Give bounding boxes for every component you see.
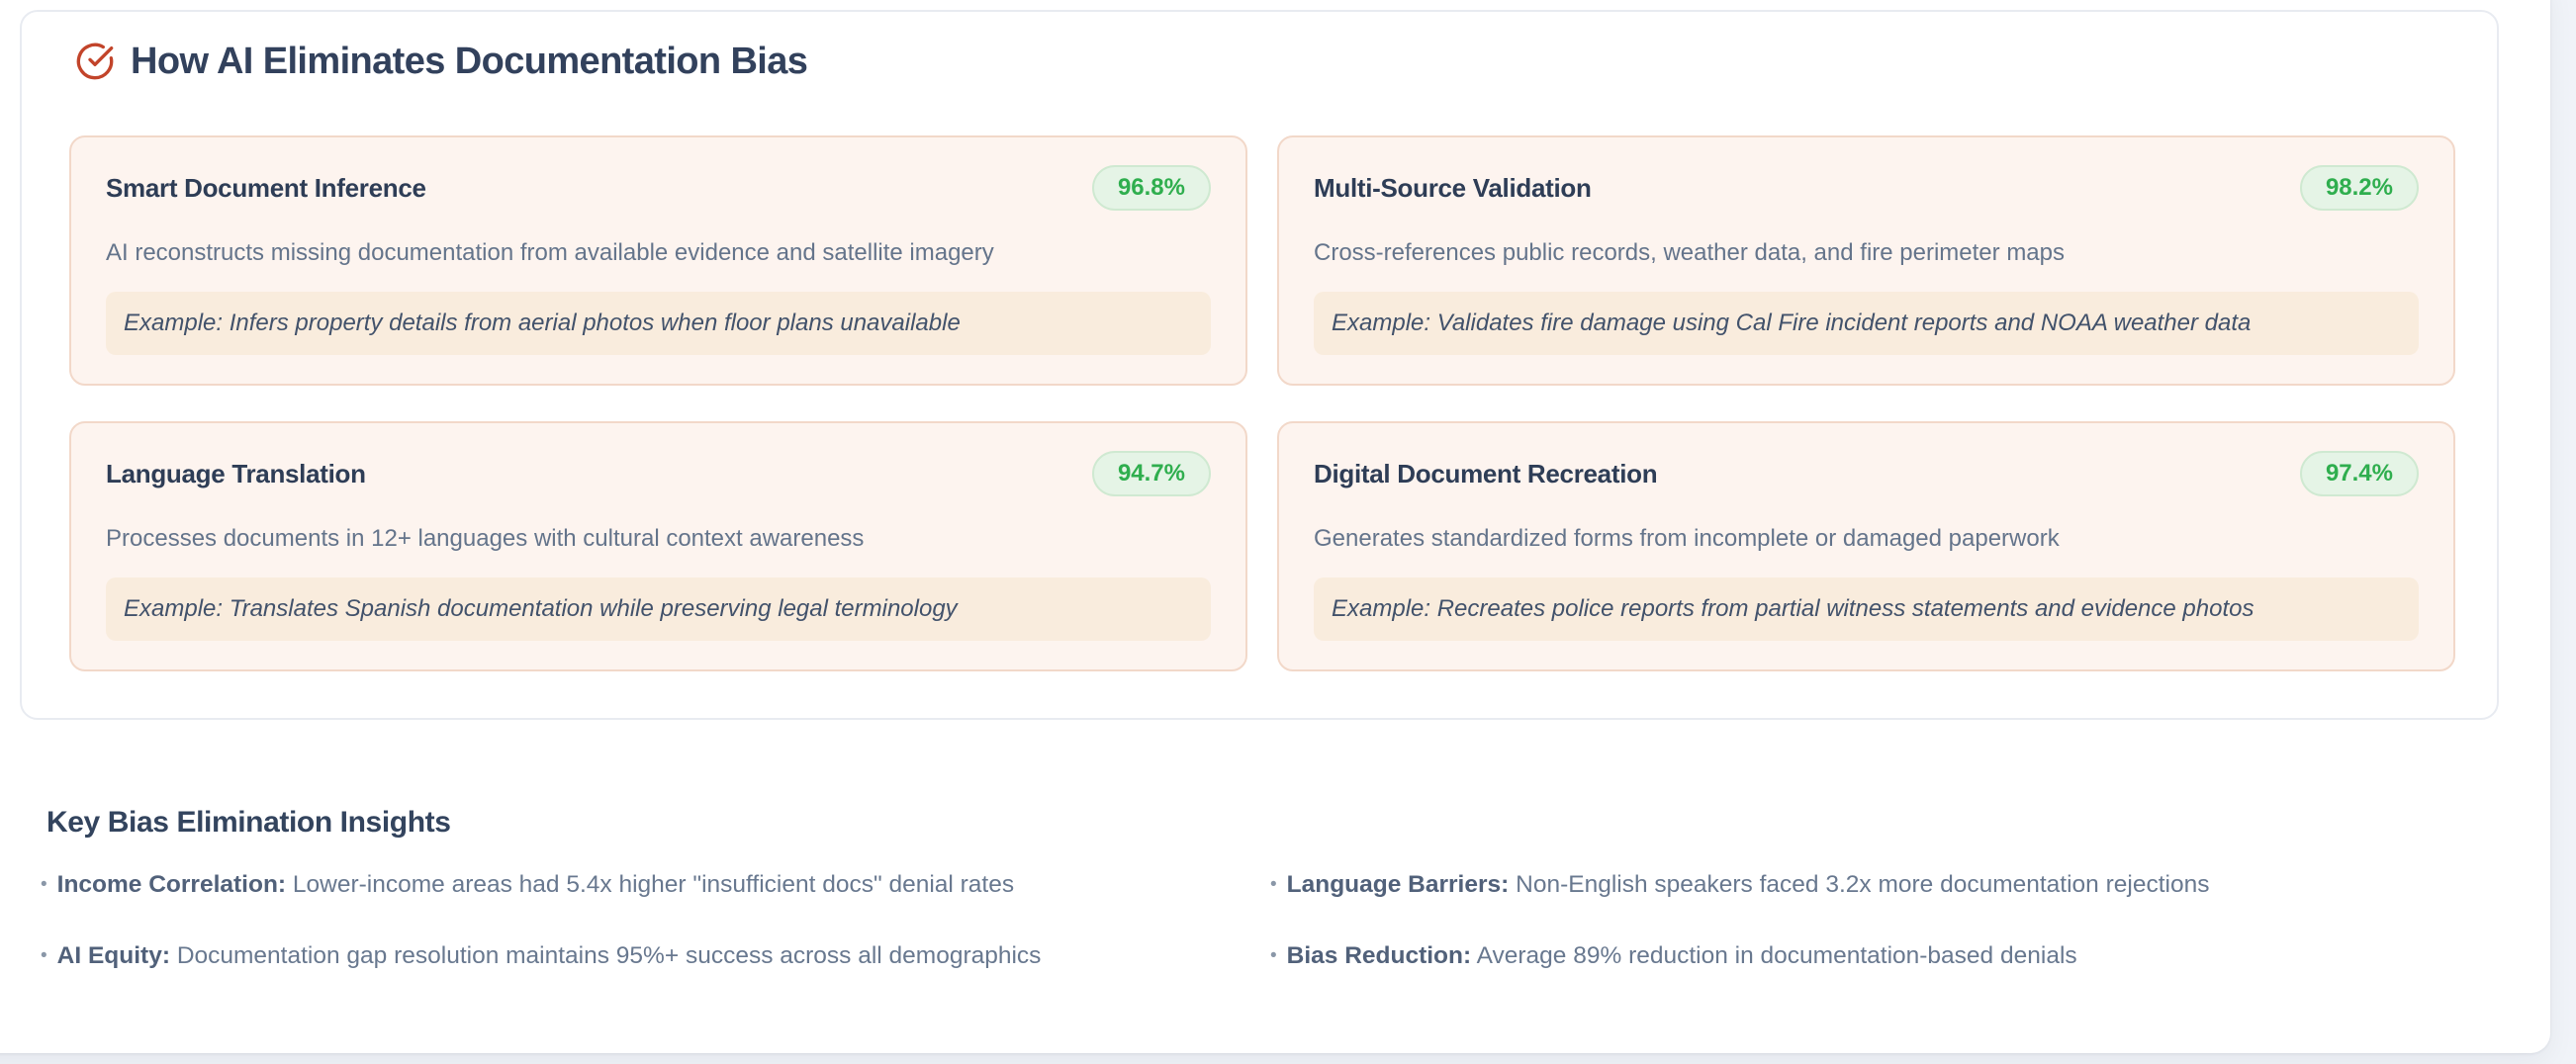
capability-card-header: Multi-Source Validation 98.2%: [1314, 165, 2419, 211]
capability-card-digital-document-recreation: Digital Document Recreation 97.4% Genera…: [1277, 421, 2455, 671]
capability-card-header: Language Translation 94.7%: [106, 451, 1211, 496]
bullet-icon: •: [41, 874, 47, 895]
bullet-icon: •: [1270, 945, 1277, 966]
accuracy-badge: 98.2%: [2299, 165, 2419, 211]
capability-description: AI reconstructs missing documentation fr…: [106, 239, 994, 266]
content-panel: How AI Eliminates Documentation Bias Sma…: [0, 0, 2550, 1053]
capability-card-multi-source-validation: Multi-Source Validation 98.2% Cross-refe…: [1277, 135, 2455, 386]
capability-card-header: Smart Document Inference 96.8%: [106, 165, 1211, 211]
capability-title: Multi-Source Validation: [1314, 172, 1592, 203]
capability-card-header: Digital Document Recreation 97.4%: [1314, 451, 2419, 496]
insights-heading: Key Bias Elimination Insights: [46, 806, 451, 839]
insight-income-correlation: • Income Correlation: Lower-income areas …: [41, 870, 1270, 900]
capability-title: Smart Document Inference: [106, 172, 426, 203]
bullet-icon: •: [1270, 874, 1277, 895]
insight-ai-equity: • AI Equity: Documentation gap resolution…: [41, 941, 1270, 971]
capability-example: Example: Recreates police reports from p…: [1314, 577, 2419, 641]
insights-section: Key Bias Elimination Insights • Income Co…: [41, 805, 2460, 971]
bullet-icon: •: [41, 945, 47, 966]
capabilities-grid: Smart Document Inference 96.8% AI recons…: [69, 135, 2455, 671]
capability-description: Cross-references public records, weather…: [1314, 239, 2065, 266]
capability-example: Example: Translates Spanish documentatio…: [106, 577, 1211, 641]
insight-text: Non-English speakers faced 3.2x more doc…: [1516, 871, 2210, 898]
insight-label: Bias Reduction:: [1286, 942, 1472, 969]
capability-card-language-translation: Language Translation 94.7% Processes doc…: [69, 421, 1247, 671]
check-circle-icon: [75, 42, 115, 81]
capability-title: Digital Document Recreation: [1314, 458, 1658, 488]
capability-example: Example: Infers property details from ae…: [106, 292, 1211, 355]
insight-text: Documentation gap resolution maintains 9…: [176, 942, 1042, 969]
page-title: How AI Eliminates Documentation Bias: [131, 41, 808, 82]
accuracy-badge: 97.4%: [2299, 451, 2419, 496]
insight-text: Lower-income areas had 5.4x higher "insu…: [292, 871, 1015, 898]
insights-grid: • Income Correlation: Lower-income areas …: [41, 870, 2460, 971]
accuracy-badge: 96.8%: [1091, 165, 1211, 211]
insight-bias-reduction: • Bias Reduction: Average 89% reduction i…: [1270, 941, 2460, 971]
capability-example: Example: Validates fire damage using Cal…: [1314, 292, 2419, 355]
insight-label: AI Equity:: [56, 942, 170, 969]
capability-card-smart-document-inference: Smart Document Inference 96.8% AI recons…: [69, 135, 1247, 386]
capability-description: Generates standardized forms from incomp…: [1314, 525, 2060, 552]
insight-label: Language Barriers:: [1286, 871, 1510, 898]
insight-text: Average 89% reduction in documentation-b…: [1476, 942, 2077, 969]
insight-label: Income Correlation:: [56, 871, 287, 898]
accuracy-badge: 94.7%: [1091, 451, 1211, 496]
insight-language-barriers: • Language Barriers: Non-English speakers…: [1270, 870, 2460, 900]
section-header: How AI Eliminates Documentation Bias: [75, 38, 808, 85]
ai-capabilities-card: How AI Eliminates Documentation Bias Sma…: [20, 10, 2499, 720]
capability-title: Language Translation: [106, 458, 366, 488]
capability-description: Processes documents in 12+ languages wit…: [106, 525, 865, 552]
